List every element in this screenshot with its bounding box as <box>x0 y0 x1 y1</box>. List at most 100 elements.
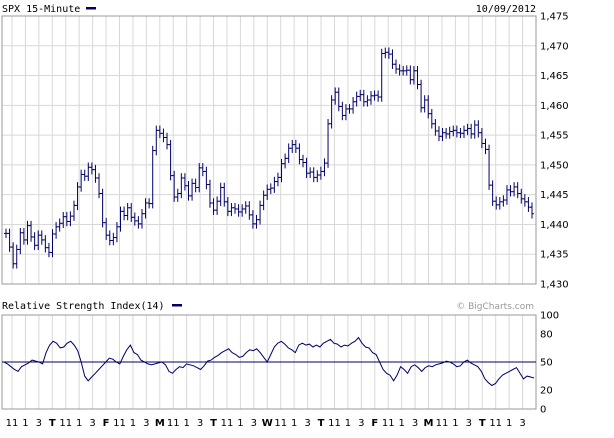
price-bar <box>247 201 252 220</box>
price-bar <box>143 198 148 219</box>
price-bar <box>225 197 230 217</box>
price-bar <box>526 197 531 212</box>
price-bar <box>190 178 195 201</box>
price-bar <box>107 230 112 246</box>
price-bar <box>215 196 220 215</box>
price-y-tick-label: 1,440 <box>540 220 569 231</box>
price-bar <box>283 153 288 169</box>
price-bar <box>57 218 62 232</box>
price-bar <box>444 127 449 139</box>
price-bar <box>32 232 37 251</box>
x-axis: 11 1 3 T 11 1 3 F 11 1 3 M 11 1 3 T 11 1 3 W 11 1 3 T 11 1 3 F 11 1 3 M… <box>6 418 526 429</box>
price-bar <box>71 200 76 221</box>
x-tick-label: M <box>424 418 434 429</box>
price-y-tick-label: 1,450 <box>540 160 569 171</box>
x-tick-label: 3 <box>36 418 42 429</box>
x-tick-label: 11 <box>6 418 19 429</box>
price-bar <box>311 167 316 183</box>
price-bar <box>272 176 277 193</box>
price-chart-title: SPX 15-Minute <box>2 4 80 15</box>
price-bar <box>82 169 87 181</box>
price-bar <box>193 178 198 193</box>
x-tick-label: 3 <box>412 418 418 429</box>
x-tick-label: 3 <box>197 418 203 429</box>
rsi-y-tick-label: 0 <box>540 405 546 416</box>
price-bar <box>515 182 520 199</box>
rsi-y-tick-label: 80 <box>540 329 553 340</box>
x-tick-label: 3 <box>89 418 95 429</box>
x-tick-label: 3 <box>251 418 257 429</box>
price-bar <box>61 211 66 229</box>
price-bar <box>440 127 445 142</box>
x-tick-label: 11 <box>167 418 180 429</box>
price-y-axis: 1,475 1,470 1,465 1,460 1,455 1,450 1,445 1,440… <box>540 12 569 291</box>
x-tick-label: T <box>210 418 217 429</box>
x-tick-label: M <box>155 418 165 429</box>
price-bar <box>308 167 313 178</box>
x-tick-label: 1 <box>183 418 189 429</box>
price-bar <box>46 242 51 258</box>
price-bar <box>14 244 19 269</box>
x-tick-label: F <box>371 418 378 429</box>
price-bar <box>404 65 409 76</box>
price-bar <box>261 190 266 211</box>
x-tick-label: 11 <box>274 418 287 429</box>
price-bar <box>497 197 502 210</box>
price-bar <box>154 125 159 156</box>
x-tick-label: 1 <box>237 418 243 429</box>
x-tick-label: T <box>479 418 486 429</box>
x-tick-label: 3 <box>304 418 310 429</box>
price-bar <box>433 119 438 136</box>
price-bar <box>136 216 141 229</box>
x-tick-label: 11 <box>221 418 234 429</box>
price-bar <box>472 120 477 139</box>
price-bar <box>494 196 499 210</box>
price-bar <box>415 66 420 90</box>
x-tick-label: 3 <box>143 418 149 429</box>
price-bar <box>89 162 94 175</box>
price-bar <box>233 203 238 214</box>
bigcharts-credit: © BigCharts.com <box>456 302 534 312</box>
price-bar <box>390 49 395 70</box>
price-bar <box>326 119 331 168</box>
x-tick-label: 1 <box>452 418 458 429</box>
price-bar <box>36 230 41 251</box>
price-y-tick-label: 1,470 <box>540 41 569 52</box>
x-tick-label: 1 <box>345 418 351 429</box>
price-bar <box>93 164 98 183</box>
price-bar <box>204 166 209 190</box>
price-bar <box>336 87 341 112</box>
price-bar <box>315 170 320 183</box>
price-bar <box>419 79 424 113</box>
rsi-title: Relative Strength Index(14) <box>2 301 165 312</box>
x-tick-label: 11 <box>328 418 341 429</box>
price-bar <box>343 104 348 121</box>
price-bar <box>7 228 12 252</box>
x-tick-label: 3 <box>519 418 525 429</box>
rsi-y-tick-label: 50 <box>540 358 553 369</box>
x-tick-label: 11 <box>382 418 395 429</box>
price-bar <box>4 228 8 239</box>
price-bar <box>365 95 370 107</box>
x-tick-label: 1 <box>291 418 297 429</box>
x-tick-label: T <box>318 418 325 429</box>
x-tick-label: 11 <box>59 418 72 429</box>
price-bar <box>329 95 334 129</box>
price-y-tick-label: 1,445 <box>540 190 569 201</box>
price-bar <box>522 194 527 207</box>
rsi-line <box>3 336 535 387</box>
price-bar <box>372 90 377 101</box>
price-bar <box>168 139 173 181</box>
price-bar <box>114 222 119 243</box>
price-y-tick-label: 1,455 <box>540 131 569 142</box>
chart-date: 10/09/2012 <box>476 4 536 15</box>
price-bar <box>43 235 48 253</box>
price-bar <box>397 64 402 76</box>
price-y-tick-label: 1,460 <box>540 101 569 112</box>
price-bar <box>150 145 155 209</box>
rsi-y-tick-label: 100 <box>540 311 559 322</box>
price-bar <box>469 123 474 139</box>
x-tick-label: 1 <box>506 418 512 429</box>
price-bar <box>530 202 534 219</box>
